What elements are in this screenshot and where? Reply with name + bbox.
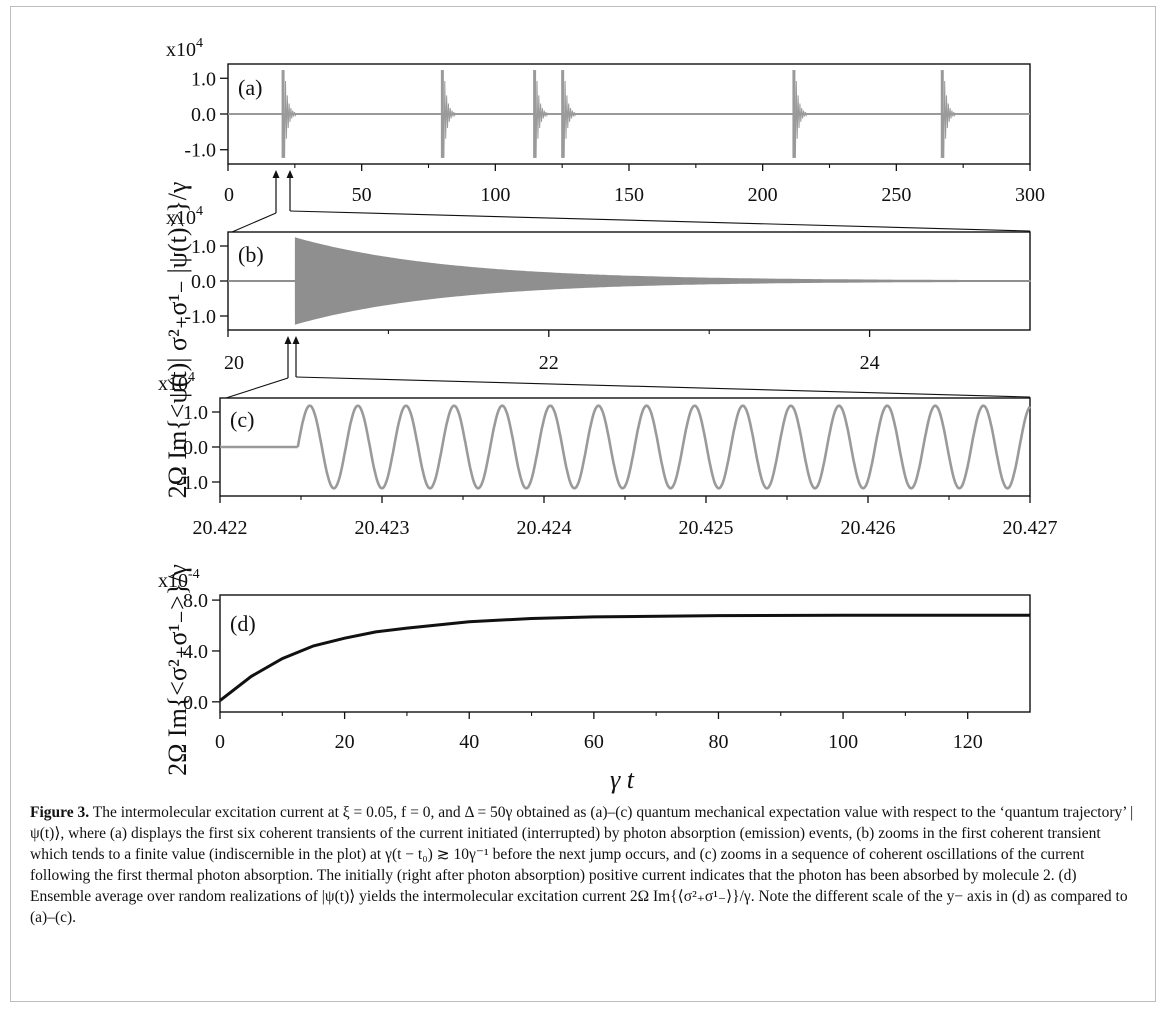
panel-a-transient [940,70,944,158]
panel-a-transient-tail [563,80,577,158]
panel-d-ytick-label: 4.0 [183,641,208,663]
panel-a-xtick-label: 200 [748,184,778,206]
zoom-arrow-ab-left-head [272,170,280,178]
panel-a-transient [561,70,565,158]
panel-a-transient-tail [443,80,457,158]
panel-c-xtick-label: 20.424 [517,517,572,539]
panel-a-xtick-label: 100 [480,184,510,206]
x-axis-label: γ t [610,765,635,794]
panel-c-label: (c) [230,407,254,432]
zoom-arrow-ab-right-head [286,170,294,178]
panel-b-ytick-label: 1.0 [191,236,216,258]
zoom-arrow-bc-left-head [284,336,292,344]
panel-b-ytick-label: 0.0 [191,271,216,293]
panel-c-axes-frame [219,397,1031,497]
panel-b-ytick-label: -1.0 [184,306,216,328]
panel-c-ytick-label: 1.0 [183,402,208,424]
panel-d-xtick-label: 0 [215,731,225,753]
y-axis-label-bottom: 2Ω Im{<σ²₊σ¹₋>}/γ [163,564,192,776]
zoom-arrow-bc-right-head [292,336,300,344]
panel-a-xtick-label: 50 [352,184,372,206]
panel-d-xtick-label: 20 [335,731,355,753]
panel-a-transient [440,70,444,158]
zoom-line-bc-left [225,377,289,399]
panel-d-xtick-label: 40 [459,731,479,753]
panel-a-ytick-label: 1.0 [191,68,216,90]
panel-d-label: (d) [230,611,256,636]
panel-a-transient-tail [284,80,297,158]
panel-b-xtick-label: 20 [224,352,244,374]
panel-a-transient [281,70,285,158]
caption-label: Figure 3. [30,804,90,821]
panel-d-ytick-label: 0.0 [183,692,208,714]
panel-b-multiplier-exponent: 4 [196,204,203,219]
panel-a-xtick-label: 300 [1015,184,1045,206]
y-axis-label-top: 2Ω Im{<ψ(t)| σ²₊σ¹₋ |ψ(t)>}/γ [163,182,192,499]
panel-c-xtick-label: 20.425 [679,517,734,539]
panel-c-ytick-label: 0.0 [183,437,208,459]
panel-a-transient-tail [794,80,808,158]
panel-c-ytick-label: -1.0 [176,472,208,494]
figure-frame [10,6,1156,1002]
panel-c-multiplier-exponent: 4 [188,370,195,385]
panel-d-xtick-label: 60 [584,731,604,753]
panel-a-transient [533,70,537,158]
panel-a-ytick-label: 0.0 [191,104,216,126]
figure-caption: Figure 3. The intermolecular excitation … [30,802,1140,928]
panel-d-xtick-label: 100 [828,731,858,753]
caption-text: The intermolecular excitation current at… [30,804,1134,926]
panel-a-xtick-label: 150 [614,184,644,206]
panel-b-xtick-label: 24 [860,352,880,374]
panel-d-xtick-label: 120 [953,731,983,753]
panel-d-axes-frame [219,594,1031,713]
panel-c-oscillation [296,404,1032,490]
zoom-line-ab-left [231,212,277,233]
panel-c-xtick-label: 20.422 [193,517,248,539]
panel-a-transient [792,70,796,158]
panel-d-multiplier-exponent: -4 [188,567,200,582]
zoom-line-ab-right [289,210,1031,232]
panel-a-transient-tail [943,80,956,158]
panel-d-curve [219,613,1030,702]
panel-b-label: (b) [238,242,264,267]
zoom-line-bc-right [295,376,1031,398]
panel-a-ytick-label: -1.0 [184,140,216,162]
panel-a-transient-tail [535,80,549,158]
panel-a-xtick-label: 250 [881,184,911,206]
panel-d-ytick-label: 8.0 [183,590,208,612]
panel-b-xtick-label: 22 [539,352,559,374]
panel-c-xtick-label: 20.427 [1003,517,1058,539]
panel-a-label: (a) [238,75,262,100]
panel-a-multiplier-exponent: 4 [196,36,203,51]
panel-c-xtick-label: 20.426 [841,517,896,539]
panel-d-xtick-label: 80 [708,731,728,753]
panel-c-xtick-label: 20.423 [355,517,410,539]
panel-a-xtick-label: 0 [224,184,234,206]
panel-a-multiplier: x104 [166,36,203,61]
